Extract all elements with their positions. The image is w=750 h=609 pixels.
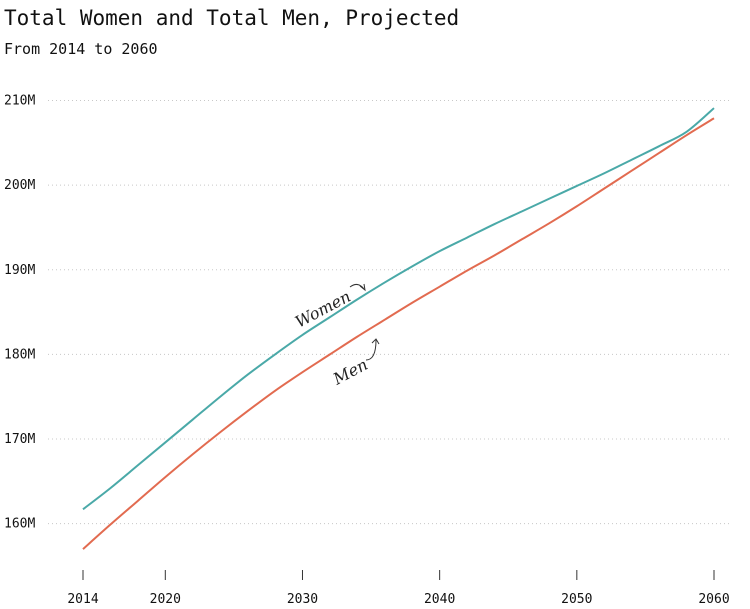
series-line-men	[82, 117, 715, 550]
y-tick-label: 190M	[4, 263, 35, 278]
x-tick-label: 2040	[424, 592, 455, 607]
gridlines	[48, 99, 730, 525]
women-label-arrow	[349, 283, 365, 290]
series-line-women	[82, 107, 715, 511]
x-tick-label: 2050	[561, 592, 592, 607]
y-axis-tick-labels: 160M 170M 180M 190M 200M 210M	[4, 93, 35, 531]
chart-subtitle: From 2014 to 2060	[4, 40, 158, 58]
y-tick-label: 210M	[4, 93, 35, 108]
series-label-women: Women	[292, 287, 354, 332]
x-tick-label: 2020	[150, 592, 181, 607]
y-tick-label: 170M	[4, 432, 35, 447]
x-tick-label: 2014	[67, 592, 98, 607]
series-label-men: Men	[329, 355, 371, 389]
chart-title: Total Women and Total Men, Projected	[4, 6, 460, 30]
y-tick-label: 180M	[4, 347, 35, 362]
x-tick-label: 2030	[287, 592, 318, 607]
series-lines	[82, 107, 715, 550]
x-axis-ticks: 2014 2020 2030 2040 2050 2060	[67, 570, 730, 607]
men-label-arrowhead	[371, 338, 380, 345]
y-tick-label: 200M	[4, 178, 35, 193]
series-labels: Women Men	[292, 283, 380, 389]
x-tick-label: 2060	[698, 592, 729, 607]
men-label-arrow	[365, 339, 377, 361]
women-label-arrowhead	[359, 283, 366, 292]
y-tick-label: 160M	[4, 517, 35, 532]
